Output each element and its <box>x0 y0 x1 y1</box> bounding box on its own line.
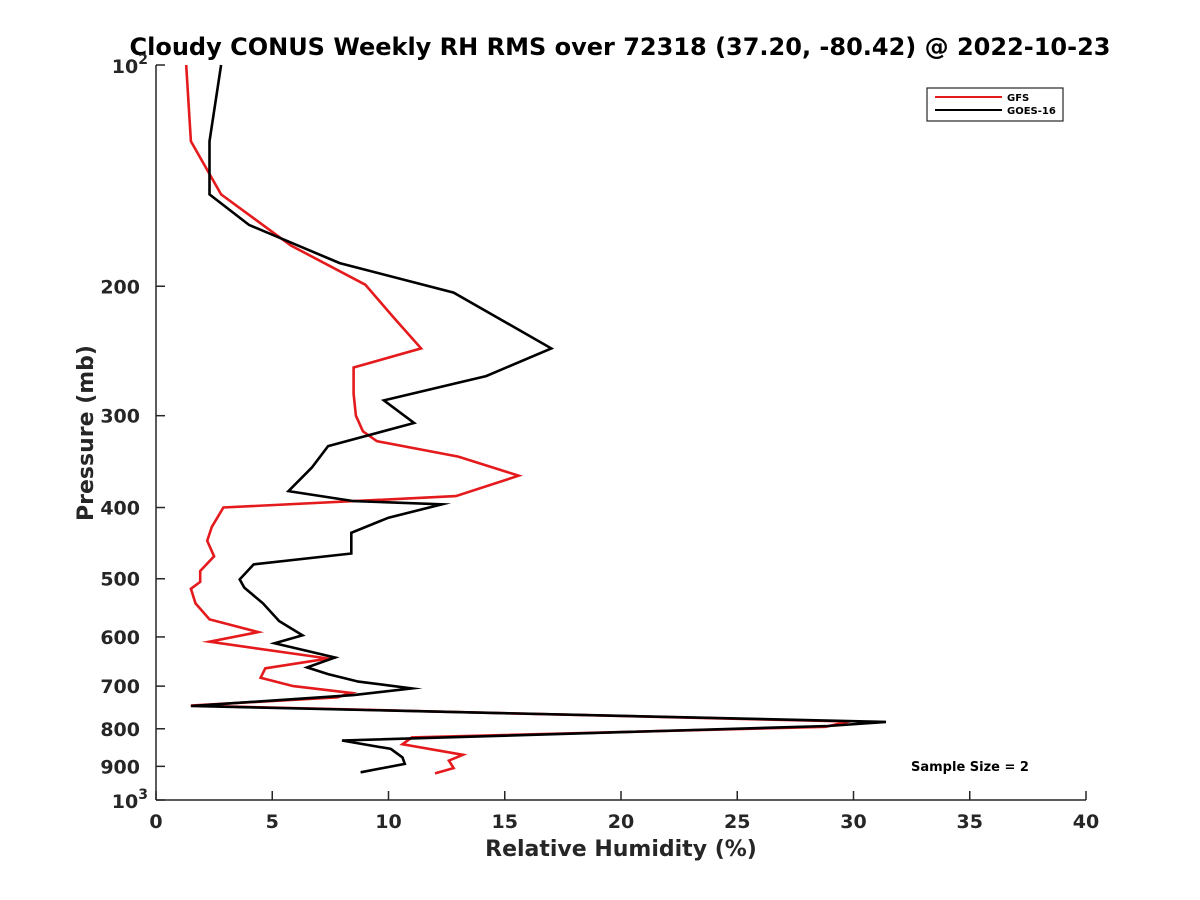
y-tick-label: 103 <box>112 787 148 813</box>
y-tick-label: 500 <box>100 569 140 591</box>
y-tick-label: 200 <box>100 276 140 298</box>
series-line-goes16 <box>190 64 887 774</box>
chart-title: Cloudy CONUS Weekly RH RMS over 72318 (3… <box>130 33 1111 61</box>
x-tick-label: 5 <box>266 811 279 833</box>
x-axis-label: Relative Humidity (%) <box>485 837 757 862</box>
y-tick-label: 600 <box>100 627 140 649</box>
legend: GFS GOES-16 <box>926 87 1064 122</box>
x-axis-ticks: 0 5 10 15 20 25 30 35 40 <box>149 791 1099 833</box>
y-tick-label: 102 <box>112 52 148 78</box>
y-tick-label: 400 <box>100 498 140 520</box>
legend-label-gfs: GFS <box>1007 93 1029 104</box>
y-tick-label-base: 10 <box>112 791 138 813</box>
y-tick-label: 300 <box>100 406 140 428</box>
y-tick-label: 900 <box>100 756 140 778</box>
x-tick-label: 20 <box>608 811 634 833</box>
y-tick-label: 700 <box>100 676 140 698</box>
legend-label-goes16: GOES-16 <box>1007 106 1056 117</box>
x-tick-label: 35 <box>957 811 983 833</box>
x-tick-label: 30 <box>840 811 866 833</box>
x-tick-label: 15 <box>492 811 518 833</box>
y-axis-label: Pressure (mb) <box>74 345 99 521</box>
series-line-gfs <box>184 64 860 775</box>
sample-size-annotation: Sample Size = 2 <box>911 760 1029 775</box>
series-layer <box>184 64 887 775</box>
x-tick-label: 10 <box>375 811 401 833</box>
x-tick-label: 40 <box>1073 811 1099 833</box>
legend-box <box>926 87 1064 122</box>
x-tick-label: 25 <box>724 811 750 833</box>
y-tick-label-base: 10 <box>112 56 138 78</box>
x-tick-label: 0 <box>149 811 162 833</box>
y-tick-label-exponent: 2 <box>138 52 148 68</box>
y-tick-label-exponent: 3 <box>138 787 148 803</box>
y-tick-label: 800 <box>100 719 140 741</box>
